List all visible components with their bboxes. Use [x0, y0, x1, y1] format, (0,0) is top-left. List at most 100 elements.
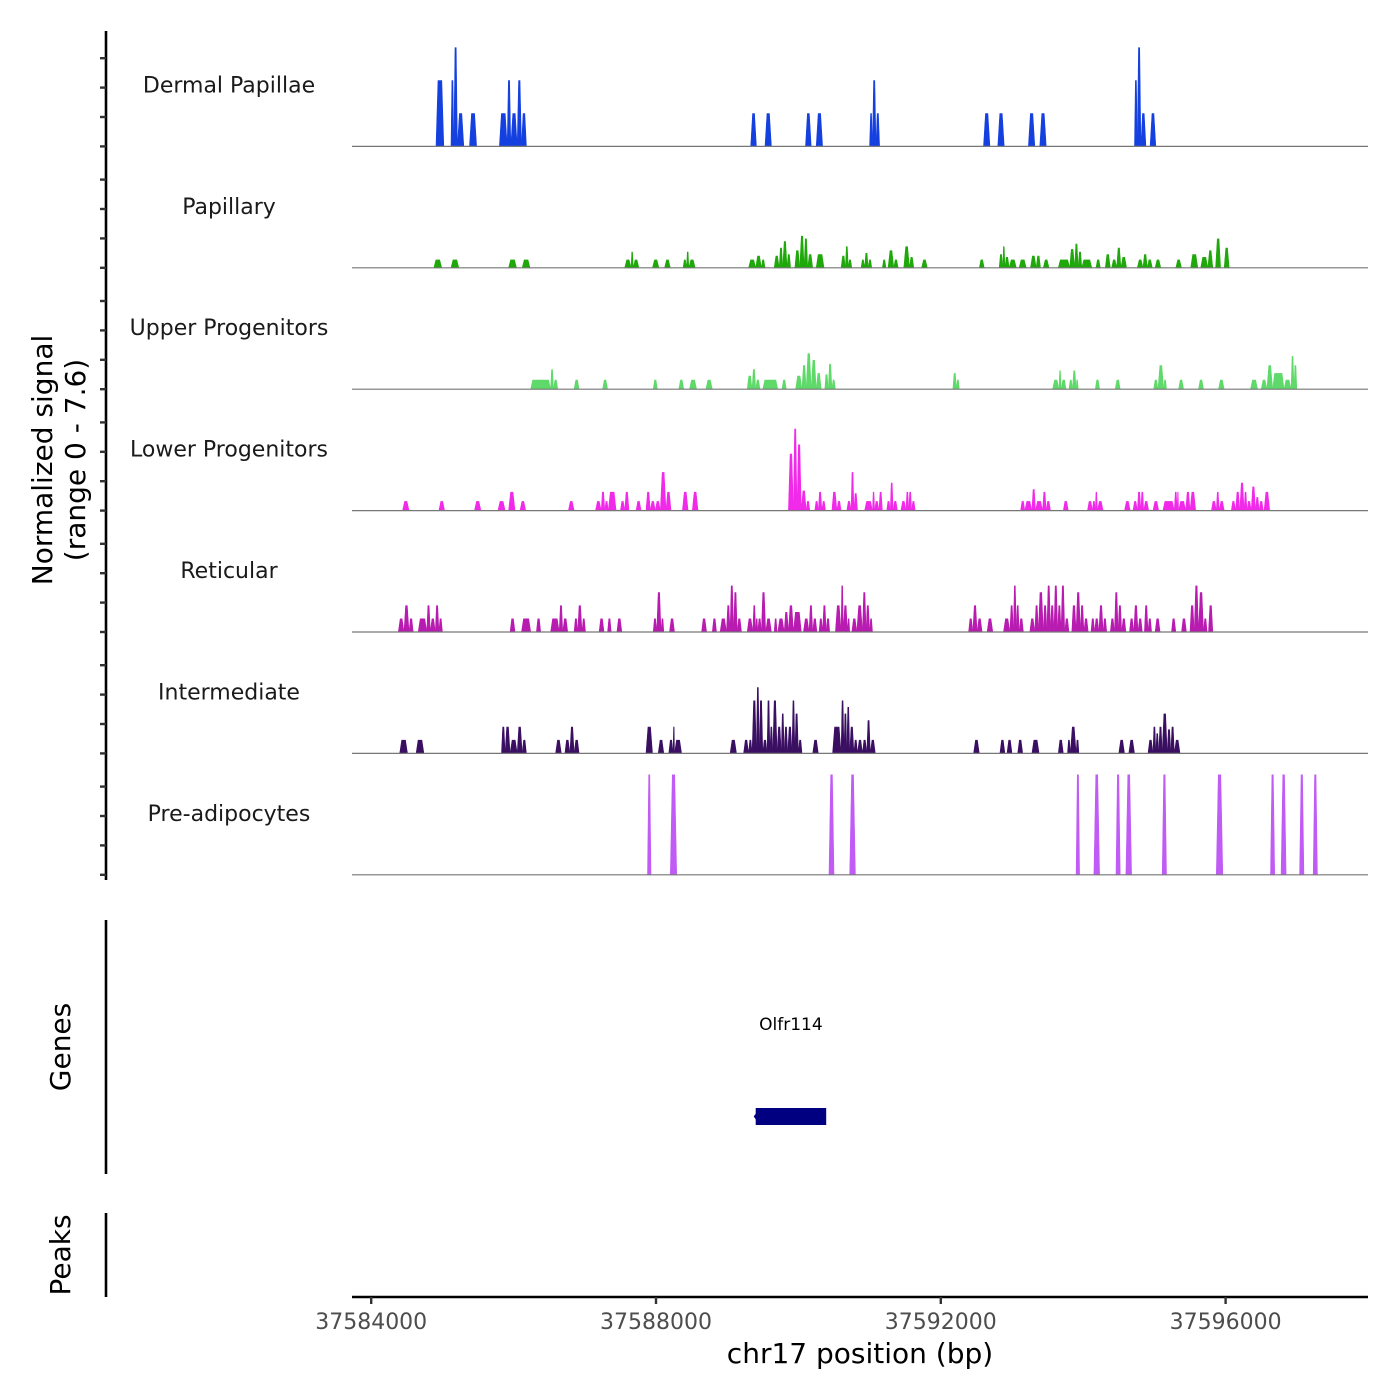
signal-segment: [1166, 729, 1172, 754]
signal-segment: [550, 369, 554, 390]
signal-segment: [729, 585, 734, 633]
signal-segment: [1074, 243, 1079, 269]
signal-segment: [521, 259, 531, 269]
signal-segment: [1114, 592, 1119, 633]
signal-segment: [1200, 257, 1209, 269]
signal-segment: [652, 259, 660, 269]
signal-segment: [499, 113, 508, 147]
signal-segment: [573, 739, 580, 754]
signal-segment: [793, 428, 798, 511]
signal-segment: [1035, 501, 1043, 511]
signal-segment: [1092, 501, 1096, 511]
signal-segment: [1260, 379, 1268, 390]
signal-segment: [1266, 365, 1273, 390]
track-label: Reticular: [180, 559, 278, 584]
track-label: Dermal Papillae: [143, 73, 315, 98]
signal-segment: [1003, 618, 1011, 633]
signal-segment: [903, 246, 910, 269]
signal-segment: [1070, 726, 1077, 754]
signal-segment: [1042, 259, 1050, 269]
signal-segment: [1111, 259, 1118, 269]
signal-segment: [453, 47, 458, 147]
signal-segment: [748, 739, 753, 754]
signal-segment: [521, 618, 532, 633]
signal-segment: [1072, 370, 1077, 390]
signal-segment: [536, 618, 542, 633]
signal-segment: [509, 739, 518, 754]
signal-segment: [1215, 491, 1220, 511]
signal-segment: [1280, 774, 1287, 876]
signal-segment: [845, 246, 849, 269]
signal-segment: [1162, 501, 1175, 511]
signal-segment: [1140, 491, 1145, 511]
signal-segment: [805, 501, 811, 511]
signal-segment: [755, 379, 761, 390]
signal-segment: [1068, 379, 1073, 390]
signal-segment: [1069, 249, 1076, 269]
signal-segment: [1235, 491, 1241, 511]
signal-segment: [429, 618, 436, 633]
signal-segment: [1075, 592, 1081, 633]
signal-segment: [1239, 482, 1245, 511]
signal-segment: [869, 739, 876, 754]
signal-segment: [474, 501, 482, 511]
y-axis-title-line-1: Normalized signal: [26, 335, 59, 586]
signal-segment: [1299, 774, 1305, 876]
signal-segment: [815, 113, 823, 147]
genes-track: Olfr114: [753, 1015, 827, 1125]
signal-segment: [1263, 491, 1271, 511]
signal-segment: [508, 259, 517, 269]
signal-segment: [751, 700, 757, 754]
signal-segment: [1121, 618, 1127, 633]
signal-segment: [669, 618, 675, 633]
signal-segment: [748, 259, 757, 269]
signal-segment: [1117, 605, 1123, 633]
signal-segment: [1042, 491, 1047, 511]
signal-segment: [787, 726, 793, 754]
signal-segment: [864, 501, 873, 511]
y-axis-title-line-2: (range 0 - 7.6): [59, 359, 92, 561]
signal-tracks: Dermal Papillae Papillary Upper Progenitor…: [130, 47, 1368, 876]
signal-segment: [1028, 113, 1036, 147]
signal-segment: [803, 238, 809, 269]
signal-segment: [743, 739, 749, 754]
signal-segment: [691, 491, 699, 511]
signal-segment: [519, 501, 527, 511]
signal-segment: [469, 113, 477, 147]
track-label: Lower Progenitors: [130, 438, 328, 463]
signal-segment: [866, 720, 871, 754]
signal-segment: [450, 80, 455, 147]
signal-segment: [510, 113, 518, 147]
signal-segment: [497, 501, 506, 511]
signal-segment: [846, 501, 852, 511]
signal-segment: [564, 739, 571, 754]
x-tick-label: 37588000: [600, 1310, 712, 1335]
signal-segment: [972, 605, 978, 633]
signal-segment: [1077, 251, 1083, 269]
signal-segment: [857, 739, 863, 754]
signal-segment: [1039, 113, 1047, 147]
signal-segment: [1255, 497, 1260, 511]
signal-segment: [1246, 501, 1252, 511]
signal-segment: [433, 259, 443, 269]
signal-segment: [750, 113, 757, 147]
signal-segment: [824, 374, 829, 390]
signal-segment: [1215, 774, 1224, 876]
signal-segment: [867, 259, 873, 269]
signal-segment: [1071, 605, 1077, 633]
signal-segment: [810, 360, 817, 390]
signal-segment: [1258, 501, 1264, 511]
signal-segment: [751, 369, 757, 390]
signal-segment: [598, 618, 605, 633]
signal-segment: [417, 618, 428, 633]
signal-segment: [1067, 739, 1071, 754]
signal-segment: [840, 700, 845, 754]
signal-segment: [686, 251, 690, 269]
signal-segment: [558, 605, 564, 633]
signal-segment: [1198, 379, 1204, 390]
signal-segment: [956, 379, 960, 390]
signal-segment: [752, 605, 757, 633]
signal-segment: [756, 687, 760, 754]
signal-segment: [1178, 379, 1184, 390]
signal-segment: [856, 605, 863, 633]
